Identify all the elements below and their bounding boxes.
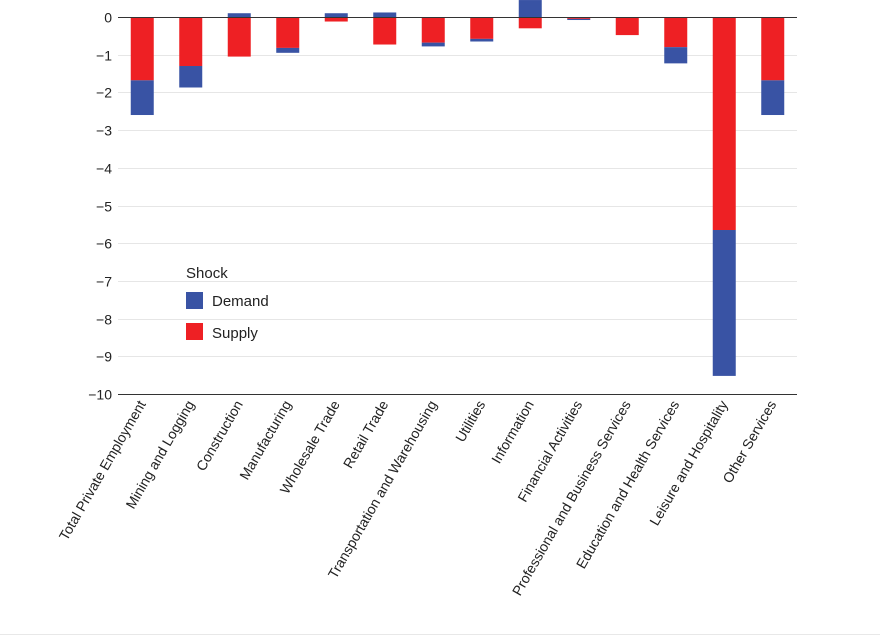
bar-demand — [276, 47, 300, 53]
bar-demand — [227, 13, 251, 17]
x-tick-label: Transportation and Warehousing — [325, 398, 440, 582]
y-tick-label: −6 — [96, 236, 112, 252]
bar-demand — [324, 13, 348, 17]
bar-demand — [518, 0, 542, 18]
legend-title: Shock — [186, 265, 228, 282]
y-tick-label: −9 — [96, 349, 112, 365]
bar-demand — [712, 230, 736, 376]
bar-demand — [130, 80, 154, 116]
bar-demand — [664, 47, 688, 64]
x-tick-label: Retail Trade — [340, 397, 392, 471]
bar-supply — [761, 17, 785, 81]
legend-label-supply: Supply — [212, 325, 258, 342]
bar-supply — [421, 17, 445, 43]
bar-supply — [615, 17, 639, 36]
x-tick-label: Construction — [193, 398, 246, 474]
legend-label-demand: Demand — [212, 293, 269, 310]
x-tick-label: Utilities — [452, 398, 488, 445]
bar-supply — [664, 17, 688, 48]
gridlines — [118, 55, 797, 357]
y-tick-label: −2 — [96, 85, 112, 101]
x-tick-label: Other Services — [719, 398, 779, 486]
x-tick-label: Manufacturing — [236, 398, 294, 483]
y-tick-label: −8 — [96, 312, 112, 328]
bar-supply — [276, 17, 300, 48]
y-tick-label: −10 — [88, 387, 112, 403]
x-tick-label: Information — [488, 398, 537, 467]
y-tick-label: −4 — [96, 161, 112, 177]
y-tick-label: 0 — [104, 10, 112, 26]
bar-demand — [761, 80, 785, 116]
bar-supply — [470, 17, 494, 39]
bars — [130, 0, 785, 376]
x-tick-label: Total Private Employment — [56, 397, 149, 543]
y-tick-label: −7 — [96, 274, 112, 290]
bar-supply — [324, 17, 348, 22]
bar-supply — [179, 17, 203, 67]
bar-supply — [518, 17, 542, 29]
bottom-divider — [0, 634, 880, 635]
y-tick-label: −1 — [96, 48, 112, 64]
legend-swatch-demand — [186, 292, 203, 309]
y-tick-label: −3 — [96, 123, 112, 139]
legend-swatch-supply — [186, 323, 203, 340]
bar-demand — [179, 66, 203, 88]
bar-supply — [227, 17, 251, 57]
bar-supply — [130, 17, 154, 81]
legend: Shock Demand Supply — [186, 265, 269, 342]
bar-demand — [373, 12, 397, 17]
bar-demand — [567, 18, 591, 21]
bar-supply — [712, 17, 736, 231]
y-tick-label: −5 — [96, 199, 112, 215]
bar-demand — [421, 42, 445, 47]
bar-supply — [373, 17, 397, 45]
bar-demand — [470, 38, 494, 42]
